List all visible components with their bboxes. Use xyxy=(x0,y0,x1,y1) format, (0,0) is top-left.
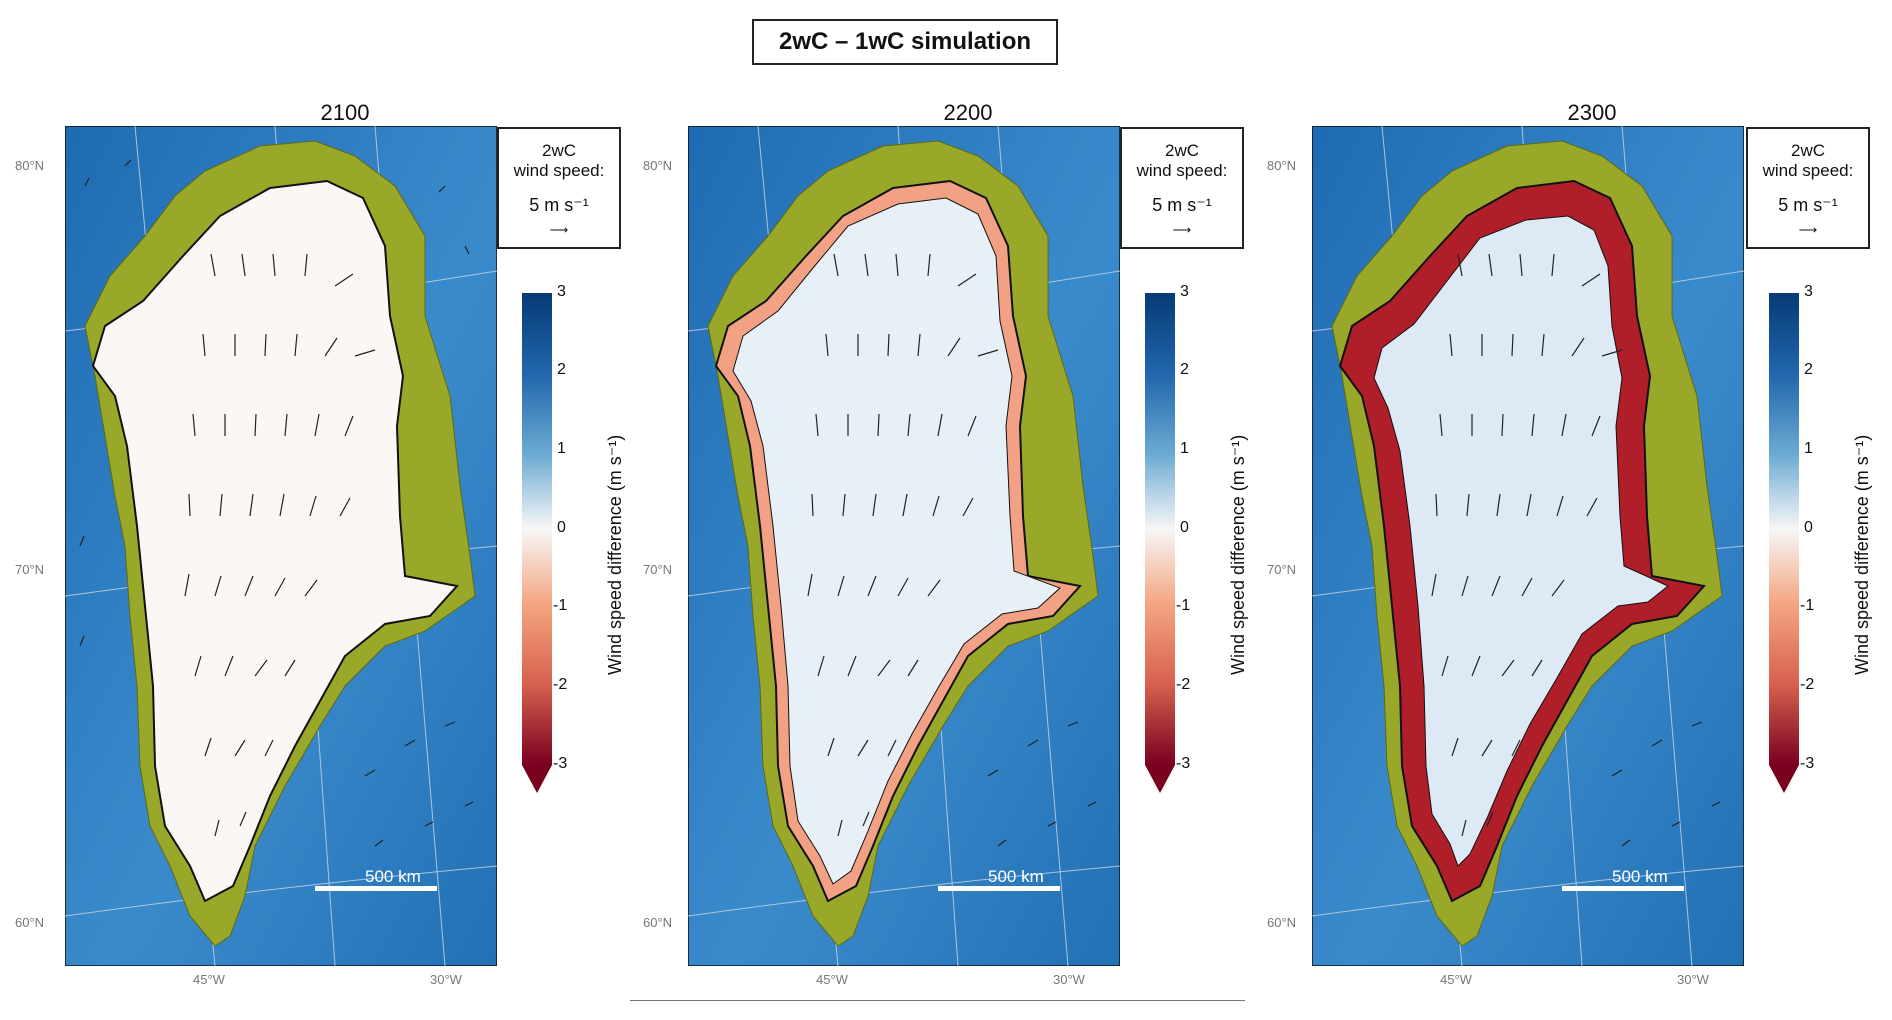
lat-label-60: 60°N xyxy=(643,915,673,930)
legend-speed: 5 m s⁻¹ xyxy=(1778,195,1838,215)
cbar-tick: 0 xyxy=(1180,519,1189,536)
colorbar-label: Wind speed difference (m s⁻¹) xyxy=(605,434,625,675)
lon-label-30w: 30°W xyxy=(1677,972,1709,987)
colorbar xyxy=(1145,293,1175,793)
scale-bar xyxy=(315,886,437,891)
legend-line-2: wind speed: xyxy=(513,161,605,180)
cbar-tick: -1 xyxy=(1800,597,1815,614)
greenland-map-2100 xyxy=(65,126,497,966)
colorbar xyxy=(1769,293,1799,793)
cbar-tick: 2 xyxy=(1180,361,1189,378)
cbar-tick: 3 xyxy=(557,283,566,300)
ice-sheet xyxy=(732,197,1061,885)
scale-label: 500 km xyxy=(1612,867,1668,886)
wind-arrows xyxy=(79,159,474,847)
cbar-tick: 1 xyxy=(1804,440,1813,457)
legend-arrow-icon: ⟶ xyxy=(549,222,569,237)
lon-label-45w: 45°W xyxy=(816,972,848,987)
panel-year: 2300 xyxy=(1567,100,1617,125)
panel-year: 2100 xyxy=(320,100,370,125)
cbar-tick: -3 xyxy=(1176,755,1191,772)
cbar-tick: 3 xyxy=(1804,283,1813,300)
ice-sheet xyxy=(1373,215,1669,867)
divider xyxy=(630,1000,1245,1001)
legend-line-1: 2wC xyxy=(1164,141,1199,160)
legend-line-1: 2wC xyxy=(541,141,576,160)
cbar-tick: 2 xyxy=(1804,361,1813,378)
cbar-tick: -3 xyxy=(1800,755,1815,772)
lon-label-45w: 45°W xyxy=(193,972,225,987)
scale-bar xyxy=(938,886,1060,891)
greenland-map-2200 xyxy=(688,126,1120,966)
legend-line-2: wind speed: xyxy=(1762,161,1854,180)
colorbar-label: Wind speed difference (m s⁻¹) xyxy=(1852,434,1872,675)
lat-label-70: 70°N xyxy=(643,562,673,577)
panel-2300: 2300 500 km 80°N 70°N 60°N 45 xyxy=(1267,100,1892,1000)
legend-line-2: wind speed: xyxy=(1136,161,1228,180)
wind-legend: 2wC wind speed: 5 m s⁻¹ ⟶ xyxy=(1120,127,1244,249)
scale-label: 500 km xyxy=(365,867,421,886)
panel-2100: 2100 500 km 80°N xyxy=(15,100,685,1000)
cbar-tick: -2 xyxy=(1176,676,1191,693)
cbar-tick: 1 xyxy=(1180,440,1189,457)
cbar-tick: -2 xyxy=(553,676,568,693)
cbar-tick: -1 xyxy=(553,597,568,614)
colorbar xyxy=(522,293,552,793)
cbar-tick: -1 xyxy=(1176,597,1191,614)
lat-label-60: 60°N xyxy=(1267,915,1297,930)
lon-label-30w: 30°W xyxy=(1053,972,1085,987)
legend-speed: 5 m s⁻¹ xyxy=(1152,195,1212,215)
legend-speed: 5 m s⁻¹ xyxy=(529,195,589,215)
cbar-tick: 3 xyxy=(1180,283,1189,300)
cbar-tick: 1 xyxy=(557,440,566,457)
cbar-tick: -3 xyxy=(553,755,568,772)
panel-2200: 2200 500 km 80°N 70°N 60°N 45 xyxy=(643,100,1308,1000)
wind-legend: 2wC wind speed: 5 m s⁻¹ ⟶ xyxy=(497,127,621,249)
lat-label-80: 80°N xyxy=(15,158,45,173)
lat-label-60: 60°N xyxy=(15,915,45,930)
lat-label-80: 80°N xyxy=(1267,158,1297,173)
legend-arrow-icon: ⟶ xyxy=(1172,222,1192,237)
wind-legend: 2wC wind speed: 5 m s⁻¹ ⟶ xyxy=(1746,127,1870,249)
cbar-tick: 2 xyxy=(557,361,566,378)
scale-label: 500 km xyxy=(988,867,1044,886)
ice-sheet xyxy=(91,179,459,903)
wind-arrows xyxy=(1431,253,1721,847)
lat-label-80: 80°N xyxy=(643,158,673,173)
figure-title: 2wC – 1wC simulation xyxy=(752,19,1058,65)
lon-label-30w: 30°W xyxy=(430,972,462,987)
cbar-tick: 0 xyxy=(557,519,566,536)
cbar-tick: 0 xyxy=(1804,519,1813,536)
panel-year: 2200 xyxy=(943,100,993,125)
colorbar-label: Wind speed difference (m s⁻¹) xyxy=(1228,434,1248,675)
legend-line-1: 2wC xyxy=(1790,141,1825,160)
lon-label-45w: 45°W xyxy=(1440,972,1472,987)
scale-bar xyxy=(1562,886,1684,891)
greenland-map-2300 xyxy=(1312,126,1744,966)
legend-arrow-icon: ⟶ xyxy=(1798,222,1818,237)
wind-arrows xyxy=(807,253,1097,847)
cbar-tick: -2 xyxy=(1800,676,1815,693)
lat-label-70: 70°N xyxy=(1267,562,1297,577)
lat-label-70: 70°N xyxy=(15,562,45,577)
